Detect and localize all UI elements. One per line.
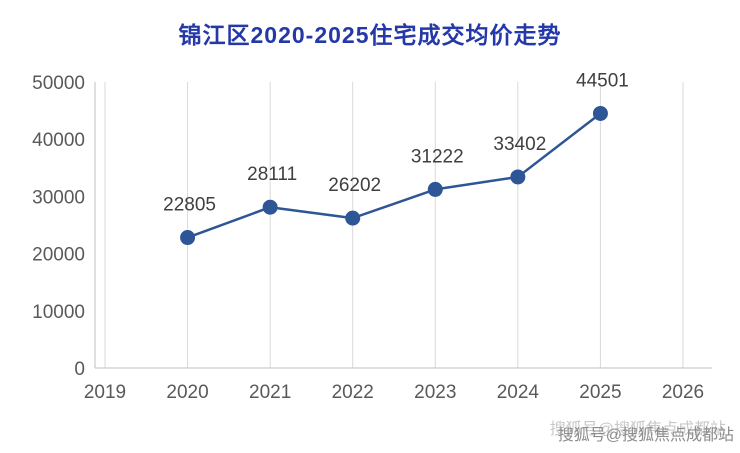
- data-point-label: 44501: [576, 70, 629, 91]
- data-point-label: 28111: [247, 164, 297, 185]
- y-axis-tick-label: 0: [74, 359, 85, 380]
- x-axis-tick-label: 2024: [497, 382, 540, 403]
- trend-line: [186, 112, 602, 239]
- data-point-label: 33402: [493, 134, 546, 155]
- data-point-marker: [427, 181, 443, 197]
- chart-title: 锦江区2020-2025住宅成交均价走势: [178, 22, 562, 48]
- x-axis-tick-label: 2020: [166, 382, 208, 403]
- data-point-marker: [262, 199, 278, 215]
- y-axis-tick-label: 30000: [32, 187, 85, 208]
- y-axis-tick-label: 40000: [32, 130, 85, 151]
- data-point-marker: [510, 169, 526, 185]
- y-axis-tick-label: 50000: [32, 73, 85, 94]
- watermark: 搜狐号@搜狐焦点成都站 搜狐号@搜狐焦点成都站: [550, 421, 734, 445]
- x-axis-tick-label: 2023: [414, 382, 456, 403]
- data-point-label: 22805: [163, 195, 216, 216]
- data-point-marker: [345, 210, 361, 226]
- data-point-marker: [180, 230, 196, 246]
- x-axis-tick-label: 2019: [84, 382, 126, 403]
- watermark-ghost-text: 搜狐号@搜狐焦点成都站: [549, 421, 726, 438]
- watermark-text: 搜狐号@搜狐焦点成都站: [557, 427, 734, 444]
- x-axis-tick-label: 2025: [579, 382, 621, 403]
- x-axis-tick-label: 2021: [249, 382, 291, 403]
- x-axis-tick-label: 2026: [662, 382, 704, 403]
- data-point-label: 26202: [328, 175, 381, 196]
- data-point-label: 31222: [411, 146, 464, 167]
- data-point-marker: [592, 105, 608, 121]
- y-axis-tick-label: 20000: [32, 245, 85, 266]
- y-axis-tick-label: 10000: [32, 302, 85, 323]
- x-axis-tick-label: 2022: [332, 382, 374, 403]
